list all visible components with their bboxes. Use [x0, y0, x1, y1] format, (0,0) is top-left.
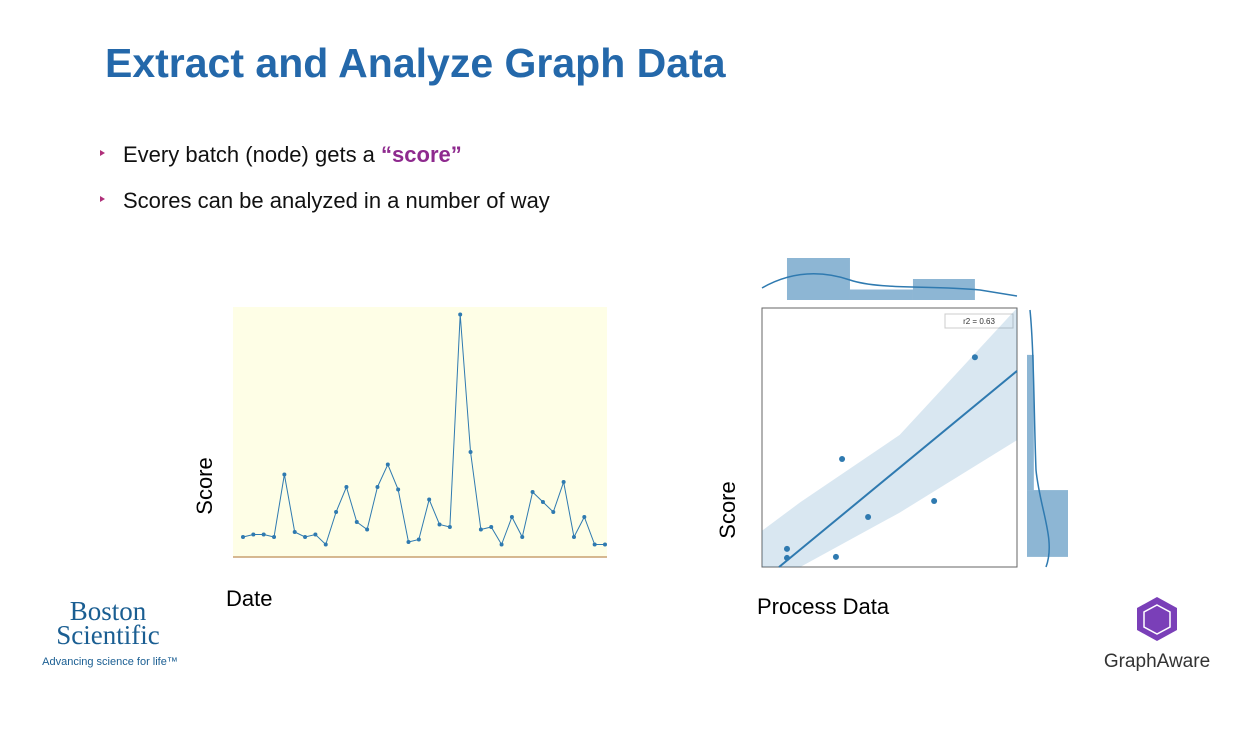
y-axis-label: Score — [192, 457, 217, 514]
point — [437, 522, 442, 527]
x-axis-label: Process Data — [757, 594, 890, 619]
bullet-marker — [100, 150, 105, 156]
logo-tagline: Advancing science for life™ — [42, 656, 178, 668]
x-axis-label: Date — [226, 586, 272, 611]
point — [334, 510, 339, 514]
point — [292, 530, 297, 534]
plot-background — [233, 307, 607, 557]
point — [783, 554, 790, 561]
trend-line — [778, 370, 1018, 568]
point — [931, 497, 938, 504]
point — [540, 500, 545, 504]
point — [344, 485, 349, 489]
point — [447, 525, 452, 529]
point — [313, 532, 318, 537]
point — [396, 487, 401, 492]
histogram-bar — [912, 279, 975, 300]
histogram-bar — [786, 258, 850, 300]
plot-frame — [761, 307, 1018, 568]
logo-text: Boston — [70, 596, 147, 626]
point — [530, 490, 535, 494]
point — [261, 532, 266, 537]
point — [241, 535, 245, 539]
logo-icon — [1137, 597, 1177, 641]
point — [416, 537, 421, 542]
point — [499, 542, 504, 547]
point — [427, 497, 432, 502]
histogram-bar — [849, 289, 913, 300]
histogram-bar — [1027, 490, 1068, 557]
logo-icon-inner — [1143, 604, 1171, 635]
point — [551, 510, 556, 514]
point — [592, 542, 597, 547]
point — [458, 312, 463, 317]
point — [865, 514, 872, 521]
bullet: Every batch (node) gets a “score” — [123, 142, 462, 167]
point — [365, 527, 370, 532]
point — [582, 515, 587, 519]
point — [468, 450, 473, 454]
point — [251, 532, 256, 537]
logo-text: GraphAware — [1104, 651, 1210, 672]
bullet-highlight: “score” — [381, 142, 462, 167]
point — [375, 485, 380, 489]
point — [354, 520, 359, 524]
point — [406, 540, 411, 544]
point — [385, 462, 390, 467]
point — [783, 545, 790, 552]
histogram-bar — [1027, 354, 1034, 491]
point — [323, 542, 328, 547]
point — [509, 515, 514, 519]
point — [489, 525, 494, 529]
point — [478, 527, 483, 532]
y-axis-label: Score — [715, 481, 740, 538]
point — [603, 542, 607, 547]
point — [303, 535, 308, 539]
point — [272, 535, 277, 539]
point — [839, 455, 846, 462]
bullet-text: Every batch (node) gets a — [123, 142, 381, 167]
confidence-band — [762, 308, 1017, 567]
annotation: r2 = 0.63 — [963, 317, 995, 326]
point — [971, 354, 978, 361]
point — [561, 480, 566, 484]
annotation-box — [944, 313, 1014, 329]
point — [832, 553, 839, 560]
point — [571, 535, 576, 539]
bullet: Scores can be analyzed in a number of wa… — [123, 188, 550, 213]
slide-title: Extract and Analyze Graph Data — [105, 40, 727, 86]
point — [282, 472, 287, 477]
bullet-marker — [100, 196, 105, 202]
point — [520, 535, 525, 539]
logo-text: Scientific — [56, 620, 159, 650]
